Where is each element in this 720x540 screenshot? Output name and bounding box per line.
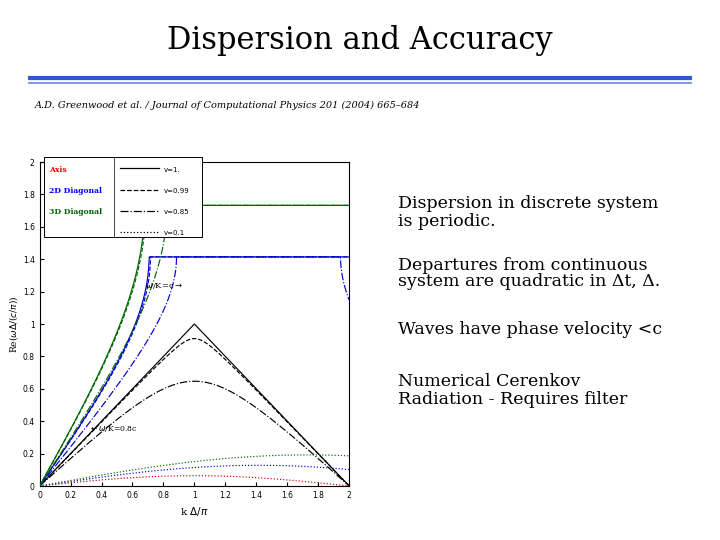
X-axis label: k $\Delta/\pi$: k $\Delta/\pi$: [180, 505, 209, 518]
Text: is periodic.: is periodic.: [398, 213, 495, 230]
Text: Radiation - Requires filter: Radiation - Requires filter: [398, 390, 627, 408]
Text: v=0.1: v=0.1: [163, 230, 185, 236]
Text: $\omega$/K=c$\rightarrow$: $\omega$/K=c$\rightarrow$: [145, 281, 183, 292]
Text: 2D Diagonal: 2D Diagonal: [49, 187, 102, 195]
Text: v=1.: v=1.: [163, 167, 180, 173]
Text: Axis: Axis: [49, 166, 67, 174]
Text: v=0.85: v=0.85: [163, 209, 189, 215]
Text: v=0.99: v=0.99: [163, 188, 189, 194]
Text: A.D. Greenwood et al. / Journal of Computational Physics 201 (2004) 665–684: A.D. Greenwood et al. / Journal of Compu…: [35, 100, 420, 110]
Text: Dispersion in discrete system: Dispersion in discrete system: [398, 195, 658, 213]
Text: $\leftarrow$$\omega$/K=0.8c: $\leftarrow$$\omega$/K=0.8c: [89, 424, 138, 434]
Text: system are quadratic in Δt, Δ.: system are quadratic in Δt, Δ.: [398, 273, 660, 291]
Text: 3D Diagonal: 3D Diagonal: [49, 208, 102, 216]
Text: Numerical Cerenkov: Numerical Cerenkov: [398, 374, 580, 390]
Text: Dispersion and Accuracy: Dispersion and Accuracy: [167, 24, 553, 56]
Y-axis label: Re($\omega\Delta/(c/\pi)$): Re($\omega\Delta/(c/\pi)$): [7, 295, 20, 353]
Text: Departures from continuous: Departures from continuous: [398, 256, 647, 273]
Bar: [44, 157, 202, 237]
Text: Waves have phase velocity <c: Waves have phase velocity <c: [398, 321, 662, 339]
